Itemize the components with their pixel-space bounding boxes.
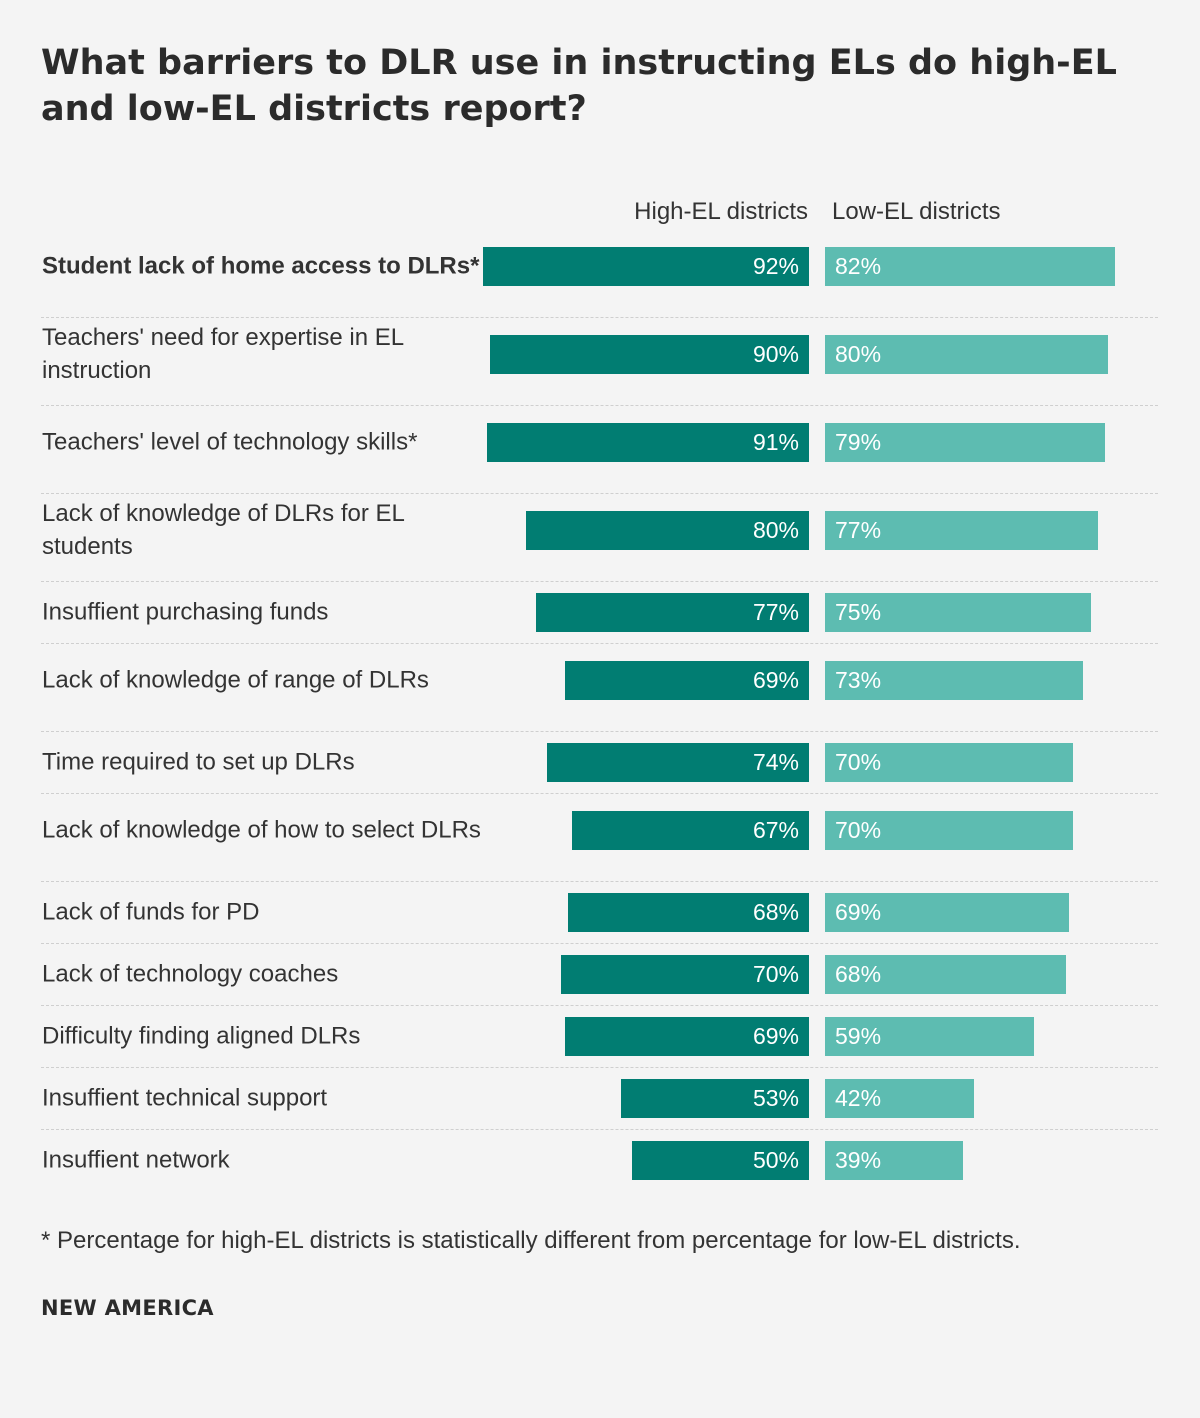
row-divider bbox=[41, 493, 1158, 494]
bar-high-el bbox=[486, 422, 809, 462]
value-label-low-el: 79% bbox=[835, 428, 882, 455]
value-label-high-el: 90% bbox=[752, 340, 799, 367]
row-divider bbox=[41, 793, 1158, 794]
bar-low-el bbox=[825, 510, 1098, 550]
value-label-low-el: 75% bbox=[835, 598, 882, 625]
row-divider bbox=[41, 581, 1158, 582]
value-label-high-el: 77% bbox=[752, 598, 799, 625]
bar-low-el bbox=[825, 660, 1084, 700]
bar-high-el bbox=[632, 1140, 809, 1180]
bar-high-el bbox=[568, 892, 809, 932]
row-divider bbox=[41, 881, 1158, 882]
value-label-high-el: 69% bbox=[752, 1022, 799, 1049]
value-label-low-el: 69% bbox=[835, 898, 882, 925]
category-label: Student lack of home access to DLRs* bbox=[42, 252, 480, 280]
bar-high-el bbox=[536, 592, 809, 632]
row-divider bbox=[41, 1067, 1158, 1068]
value-label-high-el: 70% bbox=[752, 960, 799, 987]
row-divider bbox=[41, 643, 1158, 644]
bar-low-el bbox=[825, 246, 1116, 286]
category-label: Difficulty finding aligned DLRs bbox=[42, 1022, 361, 1050]
legend-high-el: High-EL districts bbox=[634, 198, 808, 225]
row-divider bbox=[41, 1005, 1158, 1006]
category-label: Lack of knowledge of how to select DLRs bbox=[42, 816, 481, 844]
bar-low-el bbox=[825, 1078, 974, 1118]
footnote: * Percentage for high-EL districts is st… bbox=[41, 1227, 1021, 1254]
value-label-high-el: 69% bbox=[752, 666, 799, 693]
bar-low-el bbox=[825, 1016, 1034, 1056]
value-label-high-el: 50% bbox=[752, 1146, 799, 1173]
category-label: Insuffient technical support bbox=[42, 1084, 328, 1112]
bar-high-el bbox=[561, 954, 809, 994]
category-label: Lack of technology coaches bbox=[42, 960, 339, 988]
value-label-high-el: 74% bbox=[752, 748, 799, 775]
bar-low-el bbox=[825, 810, 1073, 850]
row-divider bbox=[41, 943, 1158, 944]
value-label-high-el: 80% bbox=[752, 516, 799, 543]
category-label: Teachers' level of technology skills* bbox=[42, 428, 418, 456]
row-divider bbox=[41, 731, 1158, 732]
bar-high-el bbox=[621, 1078, 809, 1118]
bar-low-el bbox=[825, 892, 1070, 932]
row-divider bbox=[41, 317, 1158, 318]
value-label-low-el: 70% bbox=[835, 816, 882, 843]
value-label-high-el: 91% bbox=[752, 428, 799, 455]
bar-high-el bbox=[547, 742, 809, 782]
row-divider bbox=[41, 1129, 1158, 1130]
value-label-low-el: 73% bbox=[835, 666, 882, 693]
bar-high-el bbox=[564, 1016, 809, 1056]
value-label-low-el: 39% bbox=[835, 1146, 882, 1173]
category-label: Lack of knowledge of range of DLRs bbox=[42, 666, 429, 694]
category-label: Teachers' need for expertise in EL instr… bbox=[42, 324, 404, 384]
value-label-low-el: 82% bbox=[835, 252, 882, 279]
legend-low-el: Low-EL districts bbox=[832, 198, 1001, 225]
category-label: Lack of funds for PD bbox=[42, 898, 260, 926]
category-label: Lack of knowledge of DLRs for EL student… bbox=[42, 500, 404, 560]
value-label-low-el: 77% bbox=[835, 516, 882, 543]
bar-low-el bbox=[825, 592, 1091, 632]
bar-high-el bbox=[525, 510, 809, 550]
value-label-low-el: 42% bbox=[835, 1084, 882, 1111]
bar-low-el bbox=[825, 1140, 964, 1180]
bar-high-el bbox=[490, 334, 809, 374]
value-label-high-el: 92% bbox=[752, 252, 799, 279]
bar-low-el bbox=[825, 422, 1105, 462]
bar-high-el bbox=[483, 246, 809, 286]
bar-low-el bbox=[825, 954, 1066, 994]
value-label-low-el: 80% bbox=[835, 340, 882, 367]
bar-high-el bbox=[571, 810, 809, 850]
value-label-low-el: 59% bbox=[835, 1022, 882, 1049]
row-divider bbox=[41, 405, 1158, 406]
category-label: Insuffient network bbox=[42, 1146, 230, 1174]
brand-logo-text: NEW AMERICA bbox=[41, 1296, 214, 1320]
value-label-high-el: 53% bbox=[752, 1084, 799, 1111]
category-label: Time required to set up DLRs bbox=[42, 748, 355, 776]
category-label: Insuffient purchasing funds bbox=[42, 598, 329, 626]
value-label-high-el: 67% bbox=[752, 816, 799, 843]
bar-high-el bbox=[564, 660, 809, 700]
value-label-low-el: 70% bbox=[835, 748, 882, 775]
bar-low-el bbox=[825, 334, 1109, 374]
value-label-high-el: 68% bbox=[752, 898, 799, 925]
bar-low-el bbox=[825, 742, 1073, 782]
value-label-low-el: 68% bbox=[835, 960, 882, 987]
chart-title: What barriers to DLR use in instructing … bbox=[41, 43, 1117, 129]
